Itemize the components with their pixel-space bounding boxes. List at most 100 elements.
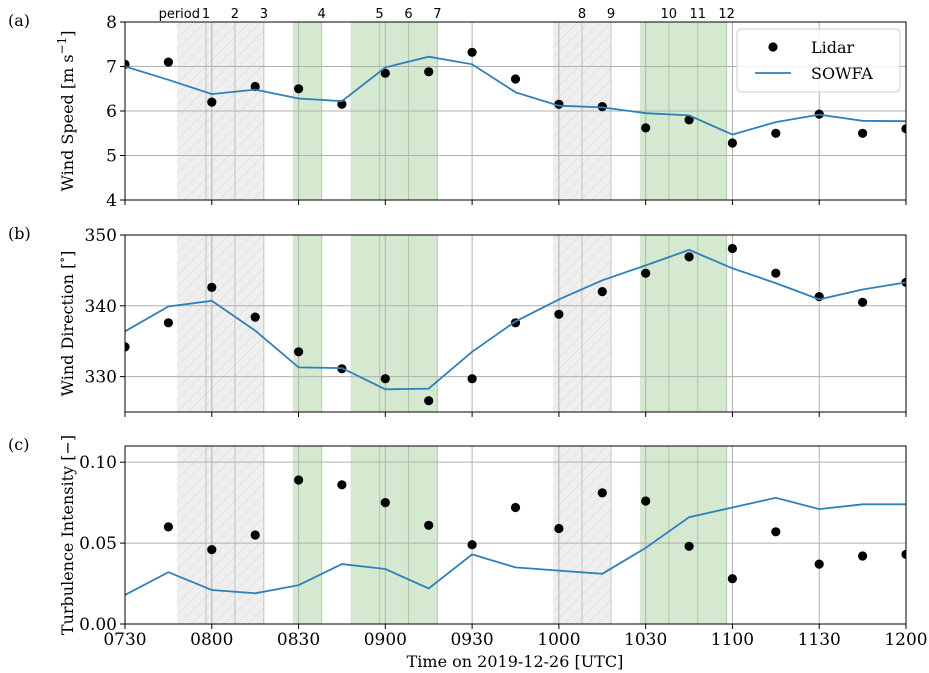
period-label: 4	[318, 7, 326, 22]
lidar-points	[163, 475, 906, 584]
lidar-point	[771, 128, 781, 138]
y-tick-label: 0.00	[79, 615, 117, 635]
period-label: 6	[404, 7, 412, 22]
period-labels: period 1 2 3 4 5 6 7 8 9 10 11 12	[159, 7, 735, 22]
y-tick-label: 4	[106, 191, 117, 211]
green-region	[350, 235, 438, 412]
lidar-point	[207, 97, 217, 107]
lidar-point	[727, 138, 738, 148]
y-axis-label: Turbulence Intensity [−]	[58, 435, 77, 635]
lidar-point	[727, 243, 738, 254]
hatched-region	[177, 446, 264, 624]
sowfa-line	[125, 55, 906, 136]
x-tick-label: 1030	[624, 630, 667, 650]
x-tick-label: 0830	[277, 630, 320, 650]
lidar-point	[337, 99, 347, 109]
lidar-point	[424, 67, 434, 77]
lidar-points	[125, 243, 906, 406]
period-label: 7	[433, 7, 441, 22]
green-region	[292, 235, 322, 412]
lidar-point	[727, 574, 738, 584]
panel-2: 330 340 350 (b) Wind Direction [∘]	[8, 224, 907, 417]
hatched-region	[177, 235, 264, 412]
axes-frame	[124, 445, 907, 625]
lidar-point	[337, 480, 347, 490]
period-label: 9	[607, 7, 615, 22]
x-axis-label: Time on 2019-12-26 [UTC]	[407, 652, 624, 671]
lidar-point	[424, 396, 434, 406]
y-axis-label: Wind Direction [∘]	[55, 251, 77, 397]
panel-label: (c)	[8, 435, 29, 454]
period-label: 2	[231, 7, 239, 22]
x-tick-label: 1000	[537, 630, 580, 650]
lidar-point	[597, 287, 607, 297]
lidar-point	[901, 124, 906, 134]
legend-lidar-marker	[768, 42, 778, 52]
y-tick-label: 0.05	[79, 534, 117, 554]
lidar-point	[294, 84, 304, 94]
green-region	[639, 446, 727, 624]
lidar-point	[684, 252, 694, 262]
x-tick-label: 1100	[711, 630, 754, 650]
y-tick-label: 330	[85, 368, 117, 388]
lidar-point	[380, 68, 390, 78]
y-axis-label: Wind Speed [m s−1]	[55, 30, 77, 191]
lidar-point	[424, 520, 434, 530]
lidar-point	[858, 297, 868, 307]
lidar-point	[467, 540, 477, 550]
y-tick-label: 340	[85, 297, 117, 317]
lidar-point	[207, 545, 217, 555]
lidar-point	[684, 541, 694, 551]
sowfa-line	[125, 496, 906, 596]
lidar-point	[510, 74, 521, 84]
panel-label: (b)	[8, 224, 31, 243]
legend-box	[736, 28, 901, 93]
green-region	[350, 446, 438, 624]
lidar-point	[467, 47, 477, 57]
x-tick-label: 0730	[103, 630, 146, 650]
lidar-point	[814, 559, 824, 569]
legend-sowfa-label: SOWFA	[811, 64, 873, 83]
x-tick-label: 1130	[798, 630, 841, 650]
lidar-point	[554, 523, 564, 534]
legend-lidar-label: Lidar	[811, 38, 855, 57]
axes-frame	[124, 234, 907, 413]
lidar-point	[207, 282, 217, 292]
lidar-point	[597, 488, 607, 498]
lidar-point	[858, 128, 868, 138]
lidar-point	[380, 374, 390, 384]
period-label: 12	[718, 7, 735, 22]
y-tick-label: 6	[106, 102, 117, 122]
green-region	[639, 235, 727, 412]
period-label: 8	[578, 7, 586, 22]
lidar-point	[510, 502, 521, 513]
lidar-point	[641, 123, 651, 133]
lidar-point	[858, 551, 868, 561]
y-tick-label: 5	[106, 147, 117, 167]
lidar-point	[684, 115, 694, 125]
green-region	[292, 446, 322, 624]
period-label: 1	[202, 7, 210, 22]
lidar-point	[163, 57, 173, 67]
lidar-point	[250, 81, 260, 92]
sowfa-line	[125, 248, 906, 391]
lidar-point	[901, 549, 906, 559]
x-tick-label: 0930	[450, 630, 493, 650]
lidar-point	[554, 309, 564, 319]
period-label: 11	[689, 7, 706, 22]
lidar-point	[641, 268, 651, 278]
panel-1: 4 5 6 7 8 (a) Wind Speed [m s−1]	[8, 11, 907, 211]
x-tick-label: 0900	[364, 630, 407, 650]
lidar-point	[294, 347, 304, 357]
panel-3: 0.00 0.05 0.10 0730 0800 0830 0900 0930 1000 1030…	[8, 435, 928, 650]
period-label: 3	[260, 7, 268, 22]
y-tick-label: 0.10	[79, 453, 117, 473]
panel-label: (a)	[8, 11, 30, 30]
period-label: 5	[375, 7, 383, 22]
y-tick-label: 350	[85, 226, 117, 246]
lidar-point	[250, 530, 260, 540]
lidar-point	[771, 268, 781, 278]
lidar-point	[125, 342, 130, 352]
lidar-point	[641, 496, 651, 506]
